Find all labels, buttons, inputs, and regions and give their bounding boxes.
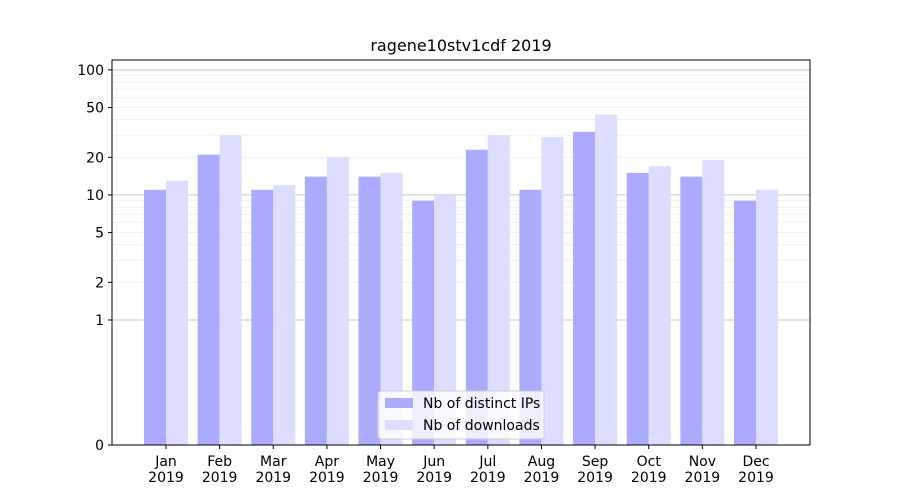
bar-distinct-ips-jul <box>465 149 488 446</box>
y-tick-label: 0 <box>95 438 104 454</box>
x-tick-label-year: 2019 <box>148 470 184 486</box>
x-tick-label-month: Aug <box>528 454 555 470</box>
bar-downloads-nov <box>702 160 725 445</box>
y-tick-label: 1 <box>95 313 104 329</box>
chart-title: ragene10stv1cdf 2019 <box>370 36 551 55</box>
bar-downloads-aug <box>541 137 564 445</box>
y-tick-label: 20 <box>86 150 104 166</box>
x-tick-label-month: Jun <box>422 454 445 470</box>
x-tick-label-year: 2019 <box>631 470 667 486</box>
y-tick-label: 50 <box>86 101 104 117</box>
bar-distinct-ips-jun <box>412 200 435 445</box>
y-tick-label: 2 <box>95 275 104 291</box>
x-tick-label-year: 2019 <box>470 470 506 486</box>
bar-distinct-ips-mar <box>251 189 274 445</box>
bar-downloads-feb <box>219 135 242 445</box>
x-tick-label-year: 2019 <box>685 470 721 486</box>
x-tick-label-month: Mar <box>260 454 287 470</box>
bar-distinct-ips-aug <box>519 189 542 445</box>
x-tick-label-month: Apr <box>315 454 339 470</box>
bar-downloads-mar <box>273 185 296 445</box>
bar-downloads-jun <box>434 194 457 445</box>
bar-downloads-jul <box>487 135 510 445</box>
bar-downloads-oct <box>648 166 671 445</box>
x-tick-label-month: Sep <box>582 454 609 470</box>
bar-distinct-ips-sep <box>573 131 596 445</box>
y-axis: 0 1 2 5 10 20 50 100 <box>77 63 112 454</box>
x-tick-label-year: 2019 <box>255 470 291 486</box>
x-tick-label-month: Dec <box>742 454 769 470</box>
x-tick-label-month: Nov <box>689 454 716 470</box>
bars <box>144 114 778 446</box>
bar-distinct-ips-feb <box>197 154 220 446</box>
x-tick-label-month: Oct <box>637 454 662 470</box>
x-tick-label-year: 2019 <box>524 470 560 486</box>
bar-distinct-ips-apr <box>304 176 327 445</box>
x-tick-label-month: May <box>366 454 395 470</box>
bar-distinct-ips-nov <box>680 176 703 445</box>
legend-label: Nb of downloads <box>423 418 540 434</box>
y-tick-label: 100 <box>77 63 104 79</box>
x-tick-label-month: Feb <box>207 454 232 470</box>
x-tick-label-year: 2019 <box>309 470 345 486</box>
legend: Nb of distinct IPs Nb of downloads <box>377 390 545 440</box>
x-tick-label-year: 2019 <box>577 470 613 486</box>
y-tick-label: 10 <box>86 188 104 204</box>
bar-distinct-ips-oct <box>626 172 649 445</box>
x-tick-label-month: Jan <box>154 454 177 470</box>
x-tick-label-year: 2019 <box>202 470 238 486</box>
y-tick-label: 5 <box>95 226 104 242</box>
x-tick-label-month: Jul <box>478 454 496 470</box>
x-tick-label-year: 2019 <box>363 470 399 486</box>
x-tick-label-year: 2019 <box>738 470 774 486</box>
bar-downloads-dec <box>756 189 778 445</box>
plot-frame <box>111 59 811 446</box>
legend-swatch <box>385 420 413 430</box>
bar-downloads-sep <box>595 114 618 445</box>
bar-distinct-ips-dec <box>734 200 756 445</box>
bar-downloads-apr <box>326 157 349 445</box>
bar-downloads-jan <box>166 180 188 445</box>
x-tick-label-year: 2019 <box>416 470 452 486</box>
bar-distinct-ips-may <box>358 176 381 445</box>
bar-downloads-may <box>380 172 403 445</box>
legend-swatch <box>385 398 413 408</box>
legend-label: Nb of distinct IPs <box>423 396 540 412</box>
legend-box <box>377 390 545 440</box>
x-axis: Jan2019Feb2019Mar2019Apr2019May2019Jun20… <box>148 445 774 486</box>
bar-distinct-ips-jan <box>144 189 166 445</box>
